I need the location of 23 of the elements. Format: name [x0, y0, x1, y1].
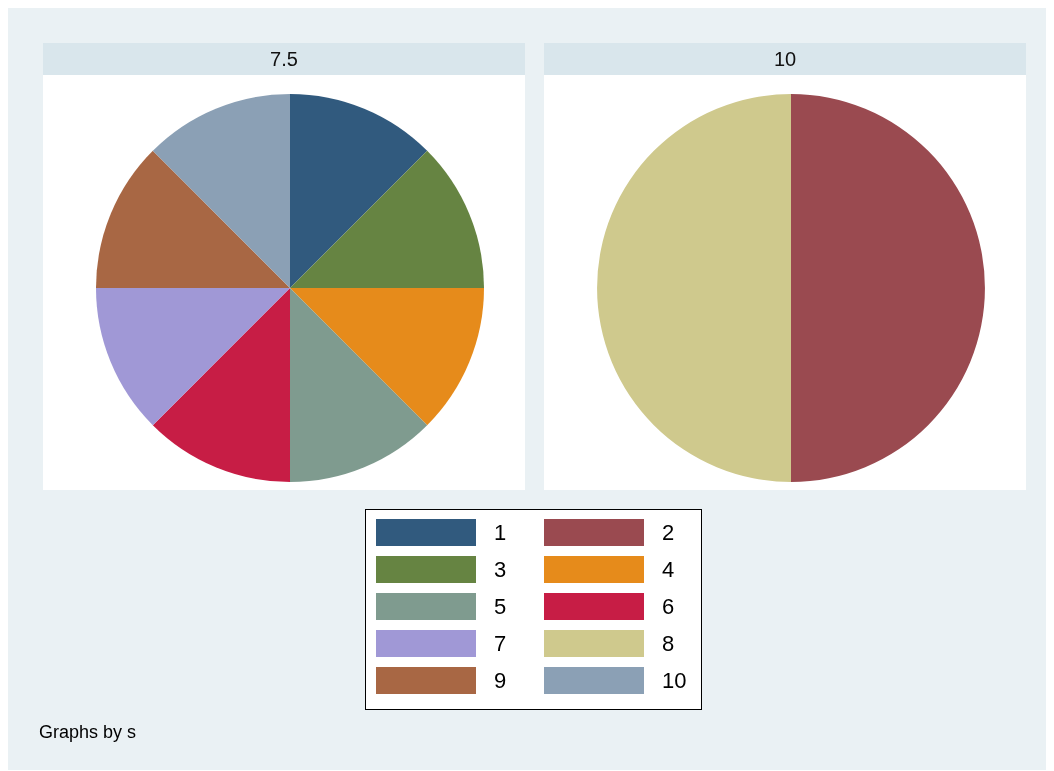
pie-slice [152, 94, 290, 288]
legend-label: 1 [494, 519, 507, 546]
legend-label: 8 [662, 630, 675, 657]
pie-slice [791, 94, 985, 482]
legend-label: 9 [494, 667, 507, 694]
pie-slice [290, 288, 428, 482]
pie-slice [290, 94, 428, 288]
pie-slice [597, 94, 791, 482]
legend-label: 7 [494, 630, 507, 657]
pie-slice [290, 150, 484, 288]
text: Graphs by s [39, 722, 137, 743]
legend-label: 4 [662, 556, 675, 583]
pie-slice [96, 150, 290, 288]
chart-title: 10 [544, 43, 1026, 75]
legend-label: 3 [494, 556, 507, 583]
pie-slice [290, 288, 484, 426]
legend-label: 5 [494, 593, 507, 620]
legend-label: 10 [662, 667, 687, 694]
pie-slice [96, 288, 290, 426]
chart-title: 7.5 [43, 43, 525, 75]
pie-slice [152, 288, 290, 482]
legend-label: 6 [662, 593, 675, 620]
legend-label: 2 [662, 519, 675, 546]
